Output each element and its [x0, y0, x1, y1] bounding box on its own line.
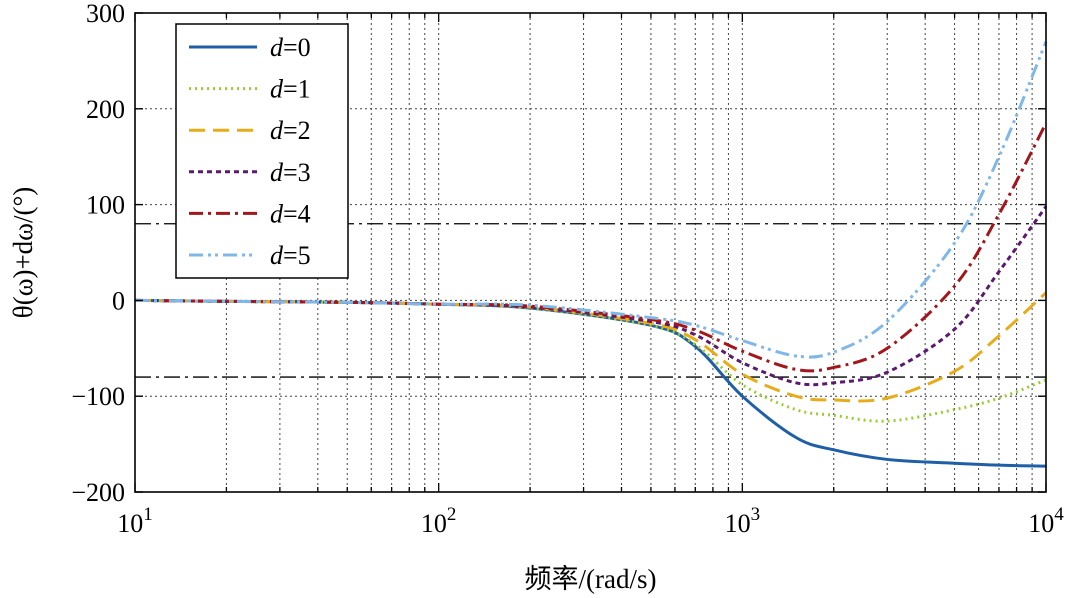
series-line-d0 — [134, 298, 1047, 468]
y-tick-labels: −200 −100 0 100 200 300 — [71, 0, 125, 507]
y-axis-label: θ(ω)+dω/(°) — [8, 187, 38, 318]
x-tick-label: 102 — [421, 504, 457, 538]
legend: d=0 d=1 d=2 d=3 d=4 d=5 — [175, 23, 349, 279]
y-tick-label: −100 — [71, 382, 125, 411]
legend-label-d4: d=4 — [270, 199, 311, 228]
legend-label-d1: d=1 — [270, 75, 311, 104]
legend-label-d5: d=5 — [270, 241, 311, 270]
y-tick-label: 100 — [86, 191, 125, 220]
ticks — [134, 12, 1047, 493]
legend-label-d3: d=3 — [270, 158, 311, 187]
y-tick-label: 200 — [86, 95, 125, 124]
x-axis-label: 频率/(rad/s) — [525, 564, 657, 594]
x-tick-label: 104 — [1028, 504, 1064, 538]
legend-label-d2: d=2 — [270, 116, 311, 145]
plot-frame — [134, 12, 1047, 493]
legend-box — [175, 23, 349, 279]
x-tick-label: 101 — [117, 504, 153, 538]
series-line-d5 — [134, 41, 1048, 359]
series-group — [134, 41, 1048, 468]
x-tick-labels: 101 102 103 104 — [117, 504, 1064, 538]
series-line-d4 — [134, 122, 1048, 373]
x-tick-label: 103 — [725, 504, 761, 538]
series-line-d2 — [134, 291, 1048, 403]
legend-label-d0: d=0 — [270, 33, 311, 62]
y-tick-label: 300 — [86, 0, 125, 28]
y-tick-label: −200 — [71, 478, 125, 507]
y-tick-label: 0 — [112, 286, 125, 315]
